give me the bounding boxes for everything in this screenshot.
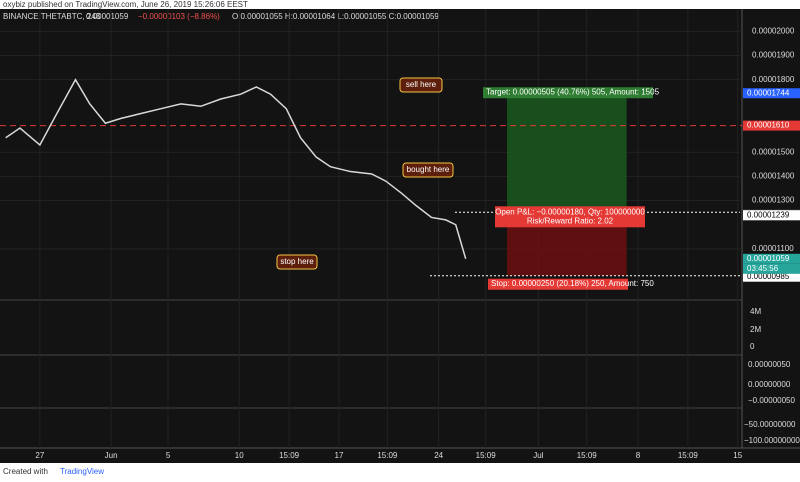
pane-label: 2M bbox=[750, 325, 761, 334]
y-tick-label: 0.00002000 bbox=[752, 26, 795, 35]
annotation-box bbox=[399, 77, 443, 93]
annotation: stop here bbox=[280, 257, 314, 266]
price-label: 0.00001059 bbox=[747, 254, 790, 263]
countdown: 03:45:56 bbox=[747, 264, 779, 273]
stop-label: Stop: 0.00000250 (20.18%) 250, Amount: 7… bbox=[491, 279, 654, 288]
price-label: 0.00001610 bbox=[747, 121, 790, 130]
target-label: Target: 0.00000505 (40.76%) 505, Amount:… bbox=[486, 87, 660, 96]
pane-label: 0.00000050 bbox=[748, 360, 791, 369]
price-label: 0.00001744 bbox=[747, 88, 790, 97]
pane-label: 0 bbox=[750, 342, 755, 351]
publisher: oxybiz published on TradingView.com, Jun… bbox=[3, 0, 248, 9]
top-bar bbox=[0, 0, 800, 9]
pane-label: 0.00000000 bbox=[748, 380, 791, 389]
stop-box bbox=[488, 278, 628, 290]
price-change: −0.00000103 (−8.86%) bbox=[138, 12, 220, 21]
pnl-box bbox=[495, 206, 645, 228]
price-label-box bbox=[743, 253, 800, 264]
y-tick-label: 0.00001100 bbox=[752, 244, 794, 253]
footer-text: Created with bbox=[3, 467, 48, 476]
ohlc: O:0.00001055 H:0.00001064 L:0.00001055 C… bbox=[232, 12, 439, 21]
x-tick-label: 17 bbox=[335, 451, 344, 460]
x-tick-label: 15 bbox=[733, 451, 742, 460]
pane-label: −50.00000000 bbox=[744, 420, 796, 429]
target-zone bbox=[507, 93, 627, 216]
pnl-label: Open P&L: −0.00000180, Qty: 100000000 bbox=[495, 207, 645, 216]
x-tick-label: 24 bbox=[434, 451, 443, 460]
x-tick-label: 10 bbox=[235, 451, 244, 460]
annotation-box bbox=[402, 162, 454, 178]
annotation: sell here bbox=[406, 80, 437, 89]
target-box bbox=[483, 87, 653, 99]
y-tick-label: 0.00001500 bbox=[752, 147, 795, 156]
price-label: 0.00000985 bbox=[747, 272, 790, 281]
x-tick-label: 15:09 bbox=[476, 451, 497, 460]
x-tick-label: 15:09 bbox=[678, 451, 699, 460]
footer-brand: TradingView bbox=[60, 467, 104, 476]
pane-label: 4M bbox=[750, 307, 761, 316]
chart-background bbox=[0, 9, 800, 463]
annotation: bought here bbox=[407, 165, 450, 174]
x-tick-label: 5 bbox=[166, 451, 171, 460]
price-line bbox=[5, 78, 467, 260]
price-label-box bbox=[743, 210, 800, 221]
rr-label: Risk/Reward Ratio: 2.02 bbox=[527, 216, 614, 225]
y-tick-label: 0.00001300 bbox=[752, 196, 795, 205]
price-label: 0.00001239 bbox=[747, 210, 790, 219]
price-label-box bbox=[743, 271, 800, 282]
annotation-box bbox=[276, 254, 318, 270]
x-tick-label: 27 bbox=[35, 451, 44, 460]
x-tick-label: 8 bbox=[636, 451, 641, 460]
countdown-box bbox=[743, 263, 800, 274]
y-tick-label: 0.00001400 bbox=[752, 171, 795, 180]
y-tick-label: 0.00001900 bbox=[752, 51, 795, 60]
pane-label: −0.00000050 bbox=[748, 396, 795, 405]
price-label-box bbox=[743, 120, 800, 131]
x-tick-label: 15:09 bbox=[377, 451, 398, 460]
price-label-box bbox=[743, 88, 800, 99]
x-tick-label: 15:09 bbox=[279, 451, 300, 460]
x-tick-label: Jul bbox=[533, 451, 543, 460]
x-tick-label: Jun bbox=[105, 451, 118, 460]
pane-label: −100.00000000 bbox=[744, 436, 800, 445]
last-price: 0.00001059 bbox=[86, 12, 129, 21]
y-tick-label: 0.00001800 bbox=[752, 75, 795, 84]
symbol: BINANCE:THETABTC, 243 bbox=[3, 12, 101, 21]
x-tick-label: 15:09 bbox=[577, 451, 598, 460]
